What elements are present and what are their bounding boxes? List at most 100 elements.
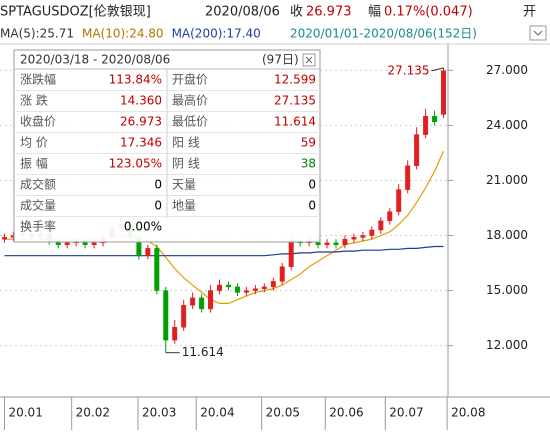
- candle-body: [432, 115, 438, 122]
- candle-body: [234, 286, 240, 293]
- candle-body: [199, 297, 205, 310]
- candle-body: [1, 237, 7, 240]
- ma-legend: MA(5):25.71 MA(10):24.80 MA(200):17.40: [0, 27, 261, 41]
- info-value: 0: [308, 178, 316, 192]
- dropdown[interactable]: [529, 25, 547, 41]
- y-tick-label: 24.000: [486, 118, 528, 132]
- ma-legend-item: MA(5):25.71: [0, 27, 74, 41]
- candle-body: [414, 134, 420, 167]
- info-value: 17.346: [120, 136, 162, 150]
- info-value: 38: [301, 157, 316, 171]
- x-tick-label: 20.01: [8, 406, 42, 420]
- info-days: (97日): [262, 53, 299, 67]
- y-tick-label: 18.000: [486, 228, 528, 242]
- info-value: 12.599: [274, 73, 316, 87]
- info-value: 0: [154, 178, 162, 192]
- info-label: 阴 线: [172, 157, 200, 171]
- candle-body: [378, 220, 384, 231]
- candle-body: [396, 189, 402, 212]
- candle-body: [369, 229, 375, 236]
- candle-body: [252, 288, 258, 291]
- y-tick-label: 21.000: [486, 173, 528, 187]
- info-label: 天量: [172, 178, 196, 192]
- info-label: 地量: [172, 199, 196, 213]
- x-tick-label: 20.03: [142, 406, 176, 420]
- info-label: 最高价: [172, 93, 208, 108]
- candle-body: [441, 70, 447, 115]
- candle-body: [288, 240, 294, 267]
- ma-legend-item: MA(200):17.40: [172, 27, 261, 41]
- candle-body: [181, 304, 187, 328]
- date-range: 2020/01/01-2020/08/06(152日): [290, 27, 477, 41]
- info-value: 59: [301, 136, 316, 150]
- info-value: 0: [308, 199, 316, 213]
- close-icon: [305, 56, 313, 64]
- info-box: 2020/03/18 - 2020/08/06 (97日) 涨跌幅 113.84%…: [13, 49, 321, 243]
- candle-body: [351, 237, 357, 240]
- y-tick-label: 12.000: [486, 338, 528, 352]
- y-tick-label: 27.000: [486, 63, 528, 77]
- candle-body: [163, 290, 169, 341]
- x-tick-label: 20.04: [200, 406, 234, 420]
- candle-body: [154, 248, 160, 291]
- info-value: 14.360: [120, 94, 162, 108]
- candle-body: [387, 211, 393, 222]
- x-tick-label: 20.08: [451, 406, 485, 420]
- candle-body: [342, 238, 348, 245]
- change-label: 幅: [368, 5, 381, 20]
- x-tick-label: 20.07: [389, 406, 423, 420]
- info-value: 0: [154, 199, 162, 213]
- candle-body: [91, 242, 97, 245]
- candle-body: [423, 115, 429, 135]
- annotation: 27.135: [388, 63, 430, 77]
- candle-body: [145, 248, 151, 256]
- candle-body: [360, 235, 366, 238]
- candle-body: [279, 266, 285, 282]
- candle-body: [208, 290, 214, 310]
- info-label: 成交额: [20, 177, 56, 192]
- candle-body: [172, 327, 178, 341]
- info-label: 换手率: [20, 219, 56, 234]
- info-value: 26.973: [120, 115, 162, 129]
- info-value: 11.614: [274, 115, 316, 129]
- date: 2020/08/06: [205, 5, 280, 20]
- x-tick-label: 20.06: [329, 406, 363, 420]
- ma-legend-item: MA(10):24.80: [82, 27, 164, 41]
- annotation-line: [431, 67, 444, 72]
- candle-body: [243, 290, 249, 293]
- candle-body: [261, 286, 267, 289]
- x-tick-label: 20.05: [266, 406, 300, 420]
- candle-body: [217, 284, 223, 291]
- info-label: 振 幅: [20, 156, 48, 171]
- info-label: 最低价: [172, 115, 208, 129]
- info-value: 123.05%: [109, 157, 162, 171]
- x-tick-label: 20.02: [76, 406, 110, 420]
- info-header: 2020/03/18 - 2020/08/06: [20, 53, 170, 67]
- candle-body: [324, 242, 330, 245]
- candle-body: [64, 242, 70, 245]
- dropdown-icon: [533, 30, 543, 36]
- info-label: 均 价: [20, 136, 48, 150]
- change-value: 0.17%(0.047): [384, 5, 473, 20]
- info-label: 开盘价: [172, 72, 208, 87]
- candle-body: [333, 242, 339, 245]
- close-value: 26.973: [306, 5, 352, 20]
- symbol: SPTAGUSDOZ[伦敦银现]: [0, 4, 151, 20]
- info-label: 涨跌幅: [20, 72, 56, 87]
- y-tick-label: 15.000: [486, 283, 528, 297]
- info-label: 阳 线: [172, 136, 200, 150]
- info-label: 涨 跌: [20, 93, 48, 108]
- info-value: 27.135: [274, 94, 316, 108]
- candle-body: [225, 284, 231, 288]
- candle-body: [190, 297, 196, 306]
- info-label: 成交量: [20, 198, 56, 213]
- close-label: 收: [290, 5, 303, 20]
- annotation: 11.614: [182, 345, 224, 359]
- ma-line: [4, 245, 444, 257]
- info-value: 0.00%: [124, 220, 162, 234]
- info-label: 收盘价: [20, 114, 56, 129]
- open-label: 开: [523, 5, 536, 20]
- candle-body: [405, 165, 411, 190]
- info-value: 113.84%: [109, 73, 162, 87]
